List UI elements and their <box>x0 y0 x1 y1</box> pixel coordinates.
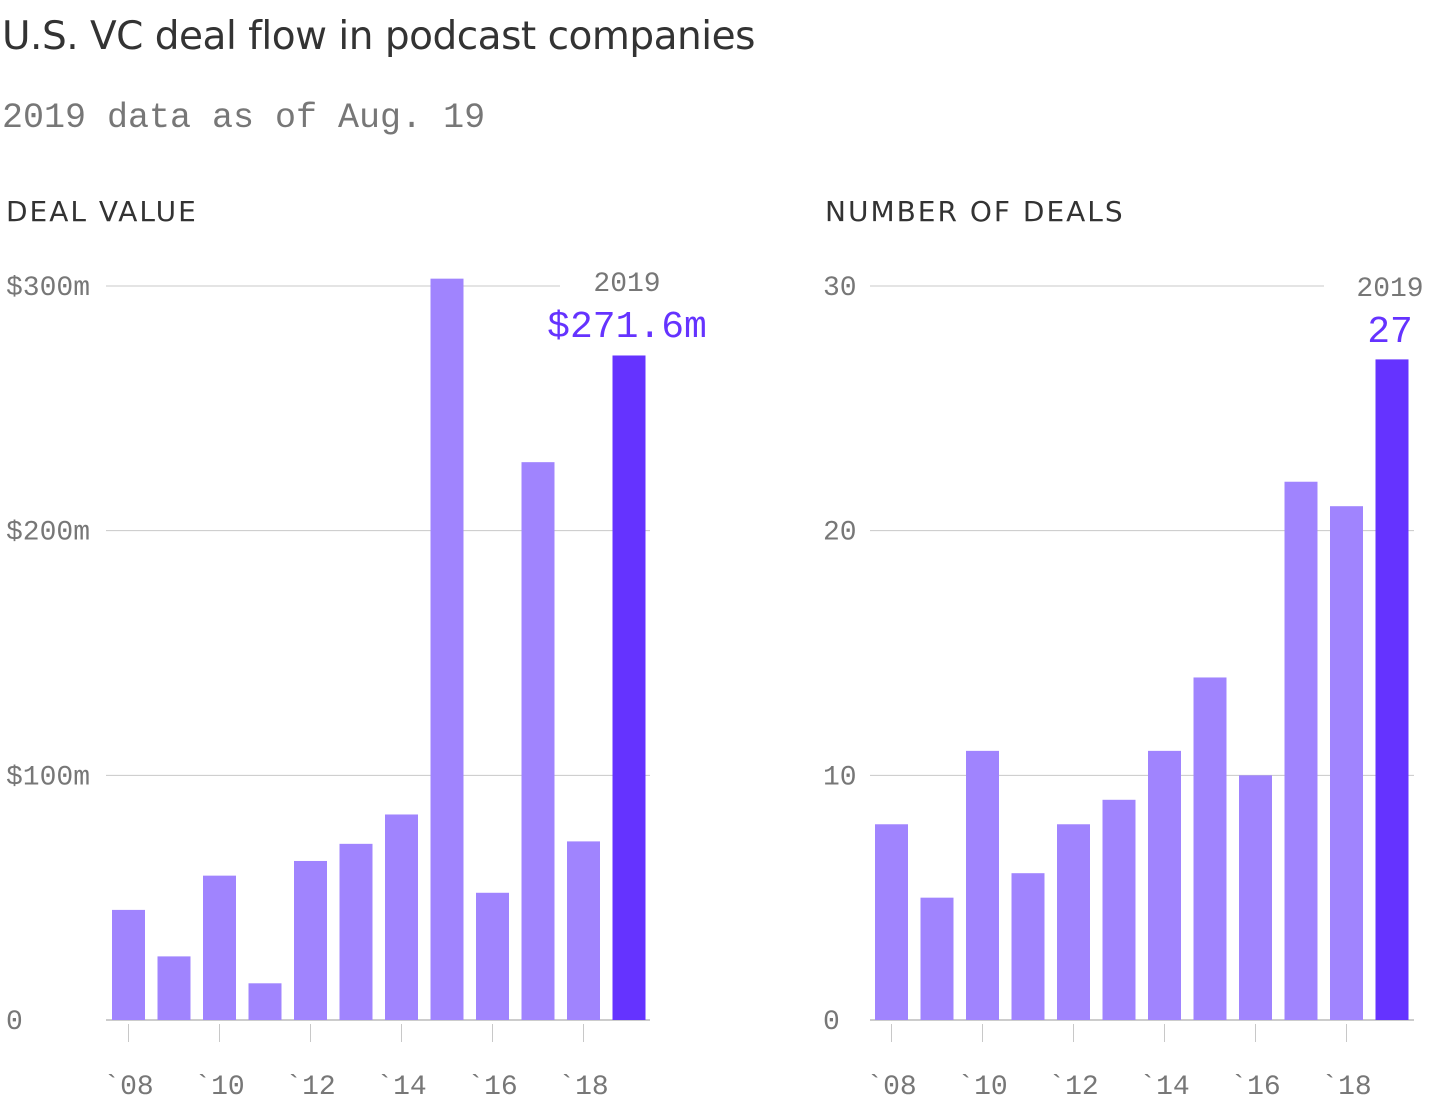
panel-title-1: DEAL VALUE <box>6 195 198 228</box>
bar-2014 <box>1148 750 1181 1020</box>
bar-2011 <box>248 983 282 1020</box>
bar-highlight-2019 <box>1375 359 1409 1020</box>
y-tick-label: 30 <box>823 273 857 304</box>
x-tick-label: `18 <box>1321 1072 1371 1103</box>
x-tick-label: `14 <box>376 1072 426 1103</box>
bar-2009 <box>157 956 191 1020</box>
x-tick-label: `08 <box>866 1072 916 1103</box>
bar-2014 <box>385 814 418 1020</box>
bar-highlight-2019 <box>612 355 646 1020</box>
x-tick-label: `18 <box>558 1072 608 1103</box>
x-tick-label: `10 <box>957 1072 1007 1103</box>
y-tick-label: $300m <box>6 273 90 304</box>
bar-2018 <box>1330 506 1363 1020</box>
highlight-value-label: $271.6m <box>547 306 707 349</box>
bar-2016 <box>1239 775 1272 1020</box>
x-tick-label: `10 <box>194 1072 244 1103</box>
bar-2017 <box>521 462 555 1020</box>
bar-2009 <box>920 897 954 1020</box>
y-tick-label: $200m <box>6 518 90 549</box>
bar-2010 <box>203 875 236 1020</box>
y-tick-label: 20 <box>823 518 857 549</box>
highlight-year-label: 2019 <box>593 269 660 300</box>
bar-2016 <box>476 892 509 1020</box>
bar-2018 <box>567 841 600 1020</box>
chart-title: U.S. VC deal flow in podcast companies <box>2 14 755 59</box>
bar-2012 <box>1057 824 1090 1020</box>
highlight-value-label: 27 <box>1367 311 1413 354</box>
bar-2008 <box>112 909 145 1020</box>
x-tick-label: `08 <box>103 1072 153 1103</box>
highlight-year-label: 2019 <box>1356 274 1423 305</box>
bar-2017 <box>1284 481 1318 1020</box>
chart-subtitle: 2019 data as of Aug. 19 <box>2 98 486 138</box>
bar-2013 <box>339 843 373 1020</box>
x-tick-label: `14 <box>1139 1072 1189 1103</box>
bar-2013 <box>1102 799 1136 1020</box>
bar-2012 <box>294 860 327 1020</box>
bar-2008 <box>875 824 908 1020</box>
x-tick-label: `12 <box>285 1072 335 1103</box>
y-tick-label: 0 <box>6 1007 23 1038</box>
x-tick-label: `12 <box>1048 1072 1098 1103</box>
x-tick-label: `16 <box>467 1072 517 1103</box>
panel-title-2: NUMBER OF DEALS <box>825 195 1125 228</box>
bar-2010 <box>966 750 999 1020</box>
bar-2015 <box>430 278 464 1020</box>
y-tick-label: 10 <box>823 762 857 793</box>
bar-2011 <box>1011 873 1045 1020</box>
y-tick-label: $100m <box>6 762 90 793</box>
bar-2015 <box>1193 677 1227 1020</box>
y-tick-label: 0 <box>823 1007 840 1038</box>
x-tick-label: `16 <box>1230 1072 1280 1103</box>
